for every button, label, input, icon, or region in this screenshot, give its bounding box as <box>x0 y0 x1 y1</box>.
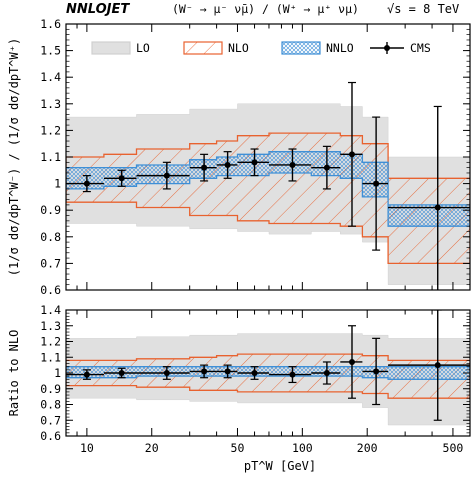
ratio-cms-point <box>323 370 330 376</box>
main-cms-point <box>323 164 330 171</box>
legend-swatch-0 <box>91 41 131 55</box>
main-plot-area <box>66 81 470 290</box>
main-cms-point <box>251 159 258 166</box>
legend-cms-marker <box>384 45 390 51</box>
main-ytick-label: 1 <box>54 177 61 191</box>
ratio-plot-area <box>66 310 470 426</box>
ratio-cms-point <box>373 368 380 375</box>
main-ytick-label: 1.5 <box>40 44 61 58</box>
main-ytick-label: 1.4 <box>40 70 61 84</box>
main-cms-point <box>201 164 208 171</box>
ratio-ytick-label: 1.4 <box>40 303 61 317</box>
main-ytick-label: 0.8 <box>40 230 61 244</box>
main-cms-point <box>163 172 170 179</box>
ratio-ytick-label: 1.1 <box>40 350 61 364</box>
xtick-label: 50 <box>231 441 245 455</box>
ratio-cms-point <box>434 362 441 369</box>
legend-label-1: NLO <box>228 41 249 55</box>
main-ytick-label: 1.6 <box>40 17 61 31</box>
process-label: (W⁻ → μ⁻ ν̄μ) / (W⁺ → μ⁺ νμ) <box>172 2 359 16</box>
ratio-cms-point <box>348 358 355 365</box>
legend-label-0: LO <box>136 41 150 55</box>
ratio-ytick-label: 0.6 <box>40 429 61 443</box>
legend-label-3: CMS <box>410 41 431 55</box>
legend-swatch-1 <box>183 41 223 55</box>
main-ytick-label: 1.2 <box>40 123 61 137</box>
main-ytick-label: 1.1 <box>40 150 61 164</box>
main-ytick-label: 1.3 <box>40 97 61 111</box>
main-cms-point <box>348 151 355 158</box>
legend-label-2: NNLO <box>326 41 354 55</box>
brand-label: NNLOJET <box>66 2 130 17</box>
main-cms-point <box>118 175 125 182</box>
ratio-cms-point <box>201 368 208 375</box>
ratio-ytick-label: 1.2 <box>40 335 61 349</box>
main-panel: 0.6 0.7 0.8 0.9 1 1.1 1.2 1.3 1.4 1.5 1.6 (1/σ dσ/d… <box>7 17 471 297</box>
ratio-ytick-label: 1 <box>54 366 61 380</box>
ratio-ytick-label: 0.8 <box>40 398 61 412</box>
ratio-cms-point <box>118 370 125 376</box>
main-cms-point <box>289 161 296 168</box>
x-axis-label: pT^W [GeV] <box>244 459 316 473</box>
main-cms-point <box>83 180 90 187</box>
main-cms-point <box>434 204 441 211</box>
ratio-cms-point <box>251 370 258 376</box>
xtick-label: 10 <box>80 441 94 455</box>
xtick-label: 500 <box>443 441 464 455</box>
main-ytick-label: 0.7 <box>40 256 61 270</box>
ratio-ytick-label: 0.7 <box>40 413 61 427</box>
xtick-label: 100 <box>292 441 313 455</box>
ratio-ytick-label: 1.3 <box>40 319 61 333</box>
main-ylabel: (1/σ dσ/dpT^W⁻) / (1/σ dσ/dpT^W⁺) <box>7 38 21 276</box>
ratio-cms-point <box>163 370 170 376</box>
ratio-cms-point <box>83 371 90 378</box>
ratio-cms-point <box>289 371 296 378</box>
ratio-cms-point <box>224 368 231 375</box>
ratio-panel: 0.6 0.70.8 0.9 1 1.11.2 1.3 1.4 Ratio to NLO 10 2… <box>7 303 471 473</box>
main-ytick-label: 0.9 <box>40 203 61 217</box>
ratio-ytick-label: 0.9 <box>40 382 61 396</box>
main-cms-point <box>373 180 380 187</box>
xtick-label: 20 <box>145 441 159 455</box>
legend-swatch-2 <box>281 41 321 55</box>
main-cms-point <box>224 161 231 168</box>
main-ytick-label: 0.6 <box>40 283 61 297</box>
xtick-label: 200 <box>357 441 378 455</box>
ratio-ylabel: Ratio to NLO <box>7 330 21 417</box>
energy-label: √s = 8 TeV <box>387 2 460 16</box>
